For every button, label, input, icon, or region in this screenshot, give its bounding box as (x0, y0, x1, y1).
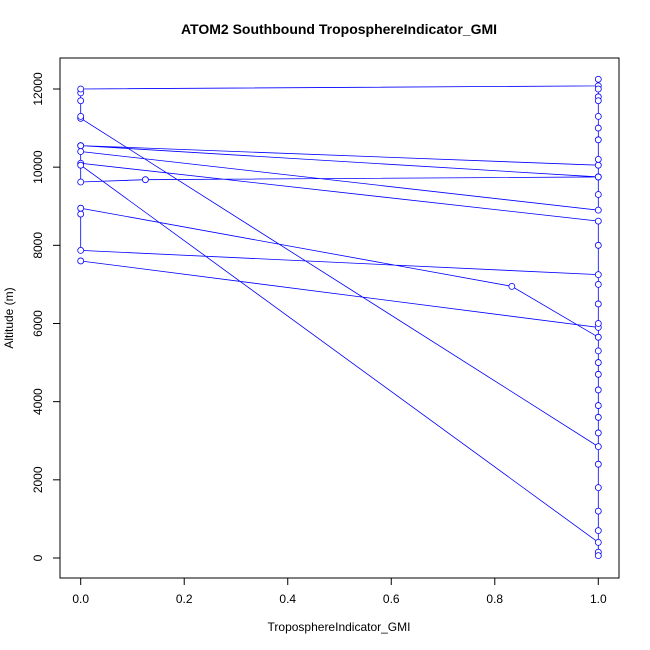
data-point (77, 247, 85, 254)
data-point (594, 507, 602, 515)
data-point (594, 173, 602, 181)
data-point (594, 359, 602, 366)
data-point (594, 85, 602, 93)
data-point (594, 484, 602, 492)
x-tick-label: 0.2 (176, 592, 193, 606)
data-point (594, 460, 602, 468)
data-point (77, 85, 85, 93)
data-point (142, 176, 149, 184)
data-point (594, 75, 602, 83)
data-point (77, 112, 85, 120)
x-tick-label: 1.0 (590, 592, 607, 606)
data-point (77, 142, 85, 150)
data-point (594, 347, 602, 355)
data-point (77, 210, 85, 218)
y-tick-label: 6000 (31, 310, 45, 337)
data-point (594, 429, 602, 437)
data-point (594, 333, 602, 341)
data-point (594, 281, 602, 288)
data-point (594, 527, 602, 535)
y-tick-label: 10000 (31, 150, 45, 184)
y-axis-label: Altitude (m) (2, 287, 16, 348)
x-tick-label: 0.6 (383, 592, 400, 606)
data-point (594, 112, 602, 120)
data-point (77, 257, 85, 265)
data-point (594, 241, 602, 249)
data-point (594, 386, 602, 394)
data-point (594, 538, 602, 546)
x-tick-label: 0.4 (279, 592, 296, 606)
y-tick-label: 0 (31, 554, 45, 561)
x-tick-label: 0.0 (72, 592, 89, 606)
data-point (594, 155, 602, 163)
data-point (594, 136, 602, 144)
data-point (77, 178, 85, 186)
data-point (77, 148, 85, 155)
y-tick-label: 12000 (31, 72, 45, 106)
data-point (594, 402, 602, 409)
chart-title: ATOM2 Southbound TroposphereIndicator_GM… (181, 21, 497, 37)
x-axis-label: TroposphereIndicator_GMI (268, 620, 411, 634)
data-point (594, 552, 602, 560)
data-point (594, 191, 602, 198)
data-point (594, 271, 602, 279)
y-tick-label: 8000 (31, 232, 45, 259)
x-tick-label: 0.8 (486, 592, 503, 606)
data-point (594, 320, 602, 327)
data-point (594, 217, 602, 225)
data-point (594, 443, 602, 451)
data-point (594, 300, 602, 308)
data-line (80, 79, 599, 556)
data-point (77, 97, 85, 105)
data-point (594, 124, 602, 132)
data-point (594, 370, 602, 378)
data-point (594, 413, 602, 421)
y-tick-label: 2000 (31, 466, 45, 493)
data-point (594, 161, 602, 169)
data-point (77, 204, 85, 212)
data-point (594, 206, 602, 214)
y-tick-label: 4000 (31, 388, 45, 415)
data-point (594, 97, 602, 105)
data-point (508, 282, 516, 290)
data-point (77, 161, 85, 169)
